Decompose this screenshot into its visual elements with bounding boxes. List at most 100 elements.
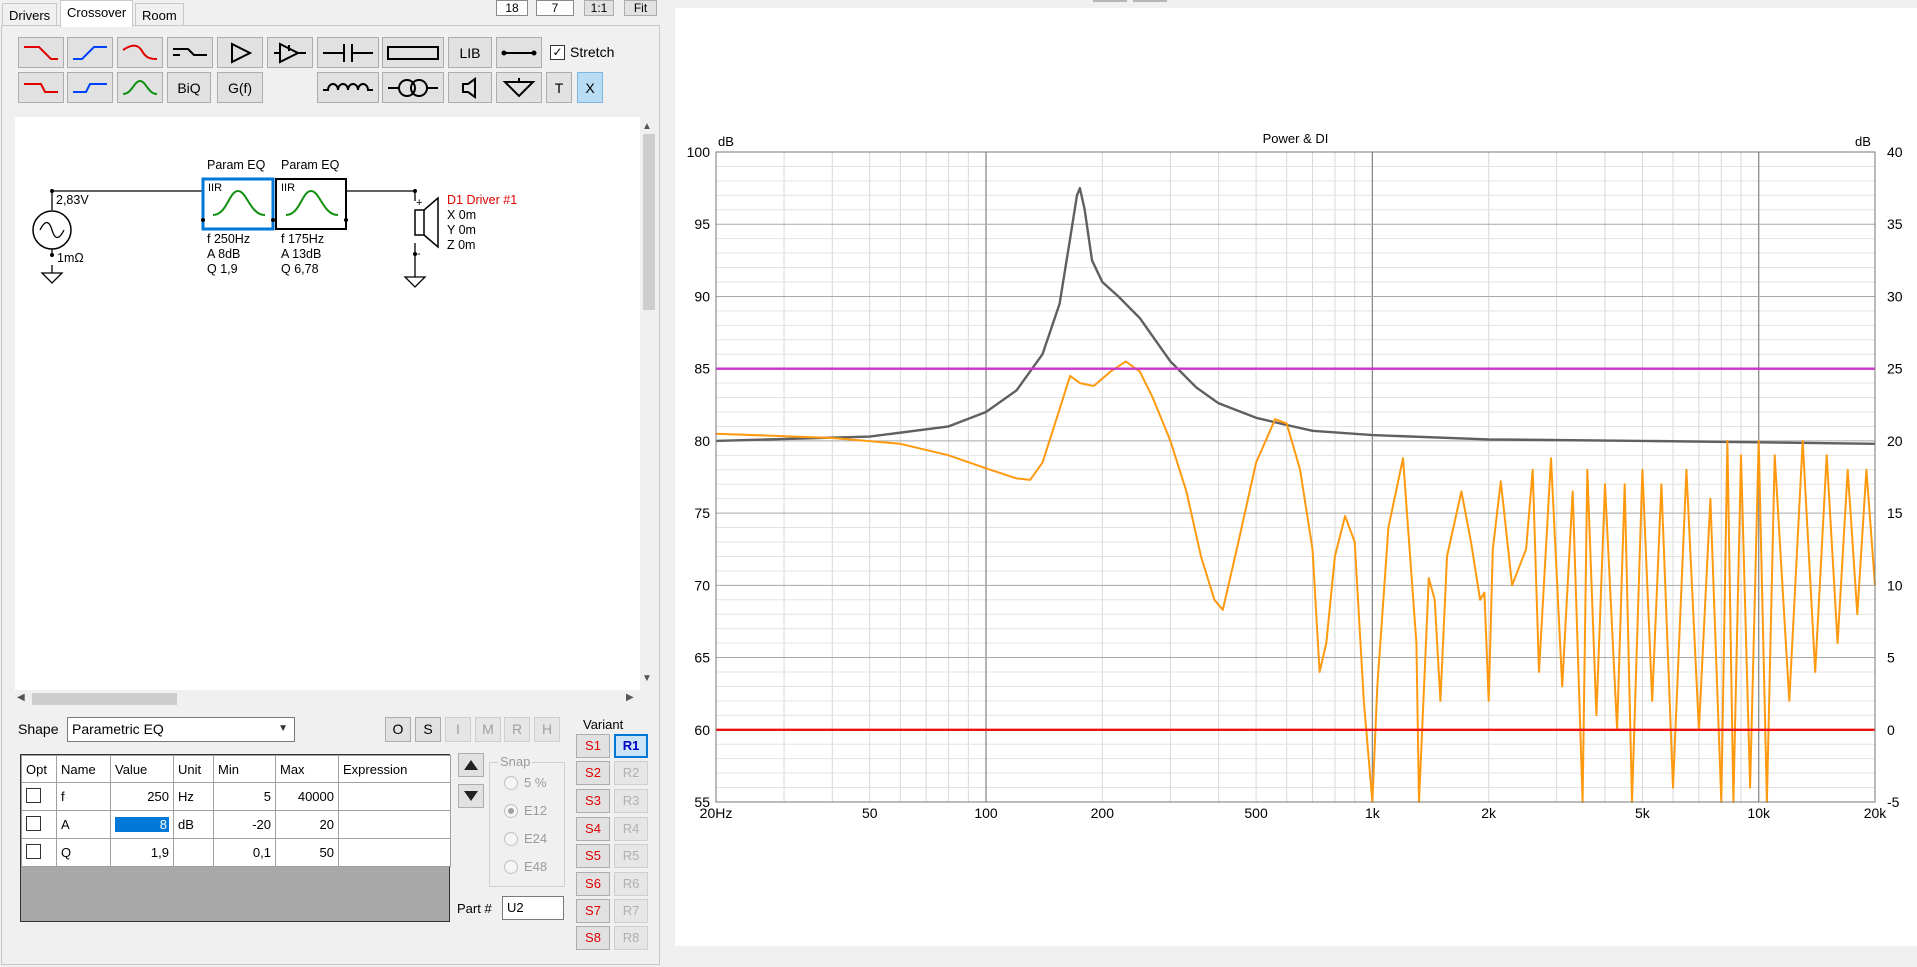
value-box-7[interactable]: 7 [536, 0, 574, 16]
move-down-button[interactable] [458, 784, 484, 808]
library-button[interactable]: LIB [448, 37, 492, 68]
highpass-blue-button[interactable] [67, 37, 113, 68]
variant-s3-button[interactable]: S3 [576, 789, 610, 813]
snap-e12[interactable]: E12 [504, 803, 547, 818]
scroll-up-icon[interactable]: ▲ [642, 121, 652, 132]
shelf-button[interactable] [167, 37, 213, 68]
o-button[interactable]: O [385, 717, 411, 742]
radio-5pct[interactable] [504, 775, 518, 790]
top-handle-2[interactable] [1133, 0, 1167, 2]
lowpass-red-button[interactable] [18, 37, 64, 68]
fit-button[interactable]: Fit [624, 0, 657, 16]
biquad-button[interactable]: BiQ [167, 72, 211, 103]
max-cell[interactable]: 20 [275, 810, 339, 839]
variant-s8-button[interactable]: S8 [576, 926, 610, 950]
snap-e48[interactable]: E48 [504, 859, 547, 874]
bandpass-green-button[interactable] [117, 72, 163, 103]
y-axis-left-unit: dB [718, 134, 734, 149]
param-eq-1-block[interactable] [201, 177, 275, 231]
expression-cell[interactable] [338, 838, 451, 867]
schematic-vertical-scrollbar[interactable]: ▲ ▼ [640, 117, 658, 690]
snap-e24[interactable]: E24 [504, 831, 547, 846]
one-to-one-button[interactable]: 1:1 [584, 0, 614, 16]
schematic-canvas[interactable]: 2,83V 1mΩ Param EQ IIR f 250Hz A 8dB Q 1… [15, 117, 640, 690]
variant-r4-button[interactable]: R4 [614, 817, 648, 841]
ground-button[interactable] [496, 72, 542, 103]
resistor-button[interactable] [382, 37, 444, 68]
amplifier-button[interactable] [217, 37, 263, 68]
highpass-blue-2-button[interactable] [67, 72, 113, 103]
expression-cell[interactable] [338, 782, 451, 811]
opt-checkbox[interactable] [26, 843, 41, 859]
variant-r8-button[interactable]: R8 [614, 926, 648, 950]
power-di-chart[interactable]: 20Hz 50 100 200 500 1k 2k 5k 10k 20k 100 95 90 85 80 75… [675, 8, 1917, 946]
variant-s6-button[interactable]: S6 [576, 872, 610, 896]
max-cell[interactable]: 40000 [275, 782, 339, 811]
transfer-function-button[interactable]: G(f) [217, 72, 263, 103]
r-button[interactable]: R [504, 717, 530, 742]
scroll-right-icon[interactable]: ▶ [626, 692, 634, 703]
wire-button[interactable] [496, 37, 542, 68]
radio-e24[interactable] [504, 831, 518, 846]
scroll-down-icon[interactable]: ▼ [642, 673, 652, 684]
min-cell[interactable]: 5 [213, 782, 276, 811]
tab-drivers[interactable]: Drivers [2, 3, 58, 26]
variant-s7-button[interactable]: S7 [576, 899, 610, 923]
opt-cell[interactable] [21, 810, 57, 839]
value-cell-selected[interactable]: 8 [110, 810, 174, 839]
opt-checkbox[interactable] [26, 787, 41, 803]
stretch-checkbox[interactable]: ✓ [550, 44, 565, 60]
lowpass-red-2-button[interactable] [18, 72, 64, 103]
opt-checkbox[interactable] [26, 815, 41, 831]
scroll-left-icon[interactable]: ◀ [17, 692, 25, 703]
expression-cell[interactable] [338, 810, 451, 839]
inductor-button[interactable] [317, 72, 379, 103]
variant-r3-button[interactable]: R3 [614, 789, 648, 813]
variant-r6-button[interactable]: R6 [614, 872, 648, 896]
driver-speaker-icon[interactable] [414, 196, 439, 249]
snap-5pct[interactable]: 5 % [504, 775, 546, 790]
buffer-amp-button[interactable] [267, 37, 313, 68]
value-box-18[interactable]: 18 [496, 0, 528, 16]
shape-select[interactable]: Parametric EQ ▼ [67, 717, 295, 742]
top-handle-1[interactable] [1093, 0, 1127, 2]
schematic-horizontal-scrollbar[interactable]: ◀ ▶ [15, 690, 640, 708]
lowpass-curve-button[interactable] [117, 37, 163, 68]
m-button[interactable]: M [475, 717, 501, 742]
min-cell[interactable]: -20 [213, 810, 276, 839]
param-eq-2-block[interactable] [275, 178, 347, 230]
tab-crossover[interactable]: Crossover [60, 0, 134, 27]
max-cell[interactable]: 50 [275, 838, 339, 867]
snap-group: Snap 5 % E12 E24 E48 [489, 754, 565, 887]
value-cell[interactable]: 250 [110, 782, 174, 811]
variant-s2-button[interactable]: S2 [576, 761, 610, 785]
variant-r1-button[interactable]: R1 [614, 734, 648, 758]
part-number-input[interactable]: U2 [502, 896, 564, 920]
text-tool-button[interactable]: T [546, 72, 572, 103]
x-tool-button[interactable]: X [577, 72, 603, 103]
opt-cell[interactable] [21, 838, 57, 867]
horizontal-scroll-thumb[interactable] [32, 693, 177, 705]
s-button[interactable]: S [415, 717, 441, 742]
stretch-label: Stretch [570, 44, 615, 60]
driver-speaker-button[interactable] [448, 72, 492, 103]
variant-s4-button[interactable]: S4 [576, 817, 610, 841]
transformer-button[interactable] [382, 72, 444, 103]
variant-r7-button[interactable]: R7 [614, 899, 648, 923]
variant-s5-button[interactable]: S5 [576, 844, 610, 868]
i-button[interactable]: I [445, 717, 471, 742]
variant-r2-button[interactable]: R2 [614, 761, 648, 785]
capacitor-button[interactable] [317, 37, 379, 68]
h-button[interactable]: H [534, 717, 560, 742]
variant-s1-button[interactable]: S1 [576, 734, 610, 758]
variant-r5-button[interactable]: R5 [614, 844, 648, 868]
move-up-button[interactable] [458, 753, 484, 777]
radio-e12[interactable] [504, 803, 518, 818]
value-cell[interactable]: 1,9 [110, 838, 174, 867]
tab-room[interactable]: Room [135, 3, 184, 26]
vertical-scroll-thumb[interactable] [643, 134, 655, 310]
min-cell[interactable]: 0,1 [213, 838, 276, 867]
radio-e48[interactable] [504, 859, 518, 874]
opt-cell[interactable] [21, 782, 57, 811]
stretch-toggle[interactable]: ✓ Stretch [550, 44, 614, 60]
